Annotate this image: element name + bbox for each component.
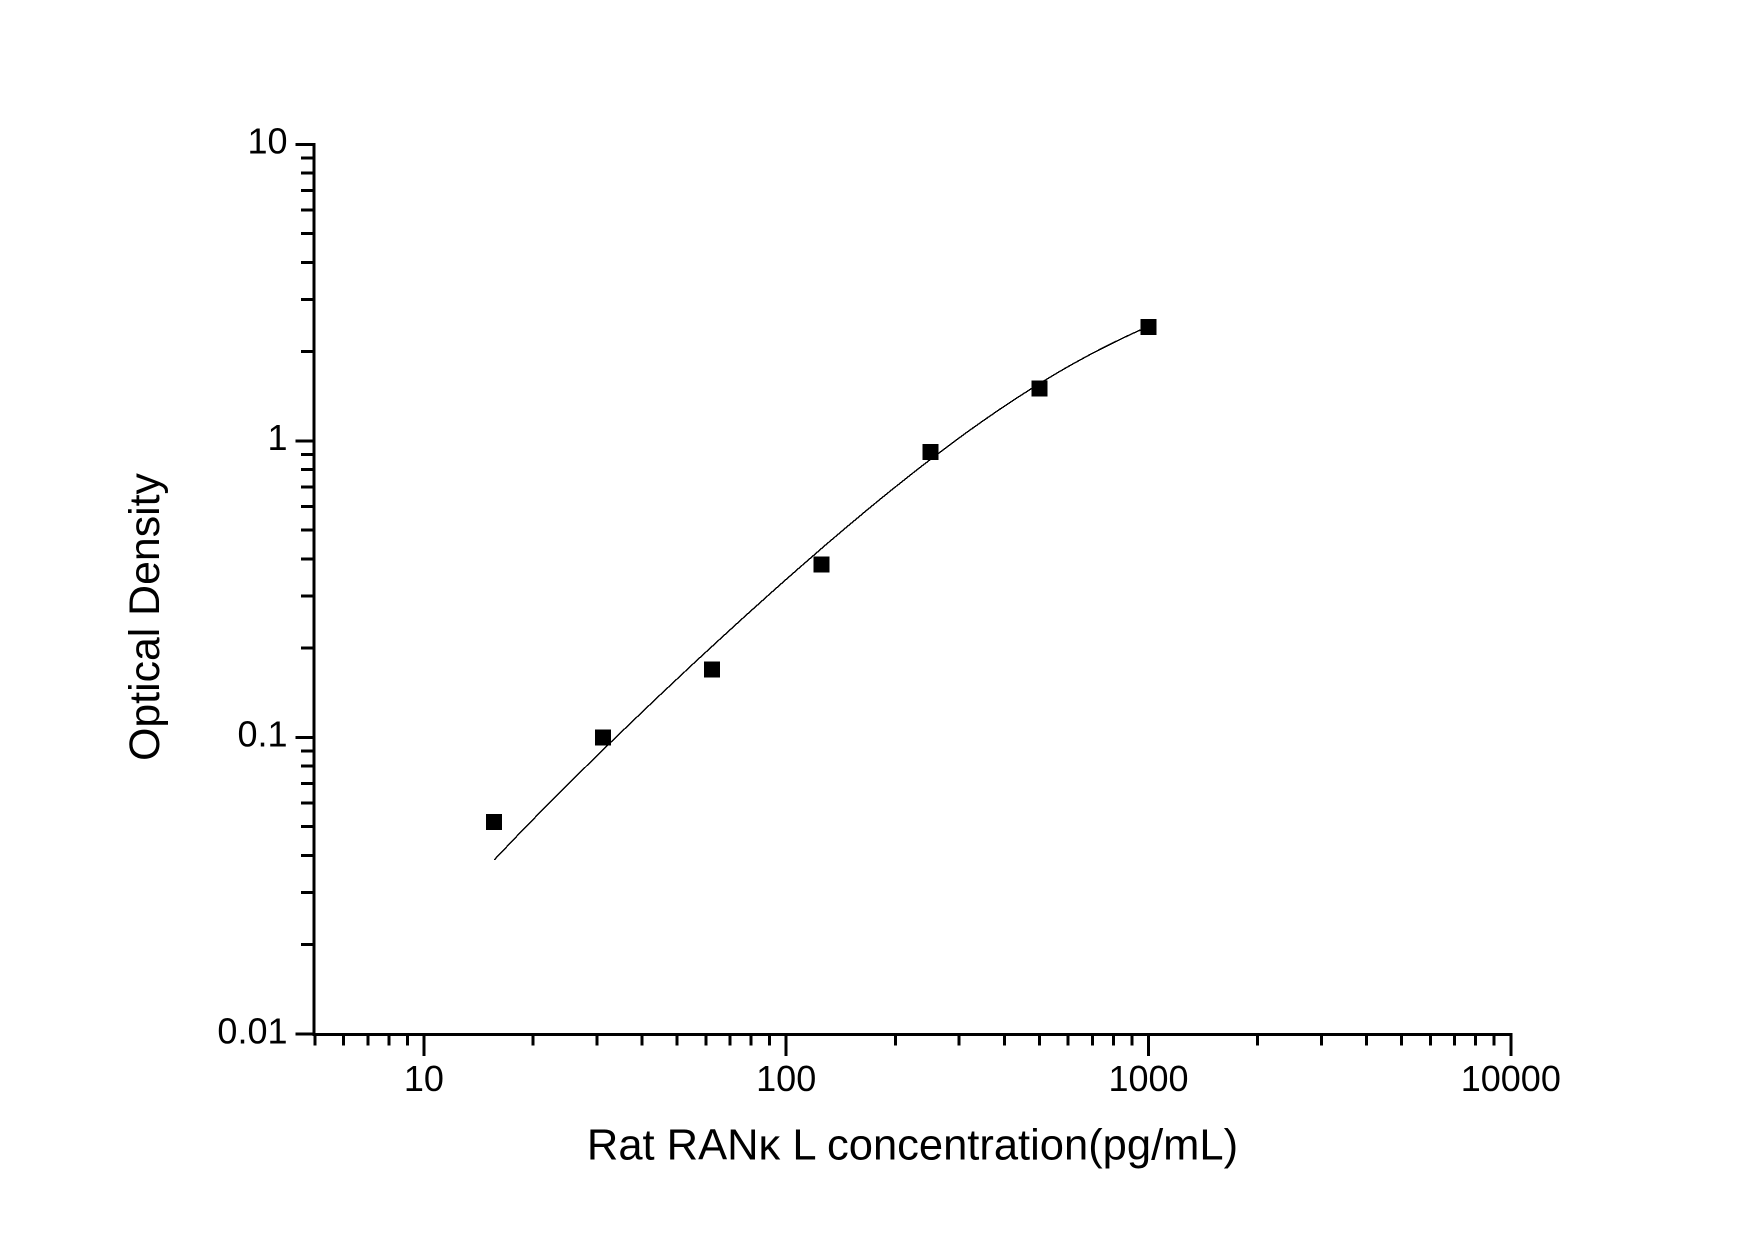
svg-text:0.1: 0.1: [237, 713, 287, 754]
svg-text:Optical Density: Optical Density: [121, 473, 169, 761]
svg-text:1: 1: [267, 417, 287, 458]
svg-text:1000: 1000: [1108, 1058, 1188, 1099]
svg-text:Rat RANκ L concentration(pg/mL: Rat RANκ L concentration(pg/mL): [587, 1121, 1238, 1169]
svg-text:100: 100: [756, 1058, 816, 1099]
svg-text:0.01: 0.01: [217, 1010, 287, 1051]
svg-text:10: 10: [404, 1058, 444, 1099]
svg-text:10: 10: [247, 120, 287, 161]
svg-text:10000: 10000: [1461, 1058, 1561, 1099]
